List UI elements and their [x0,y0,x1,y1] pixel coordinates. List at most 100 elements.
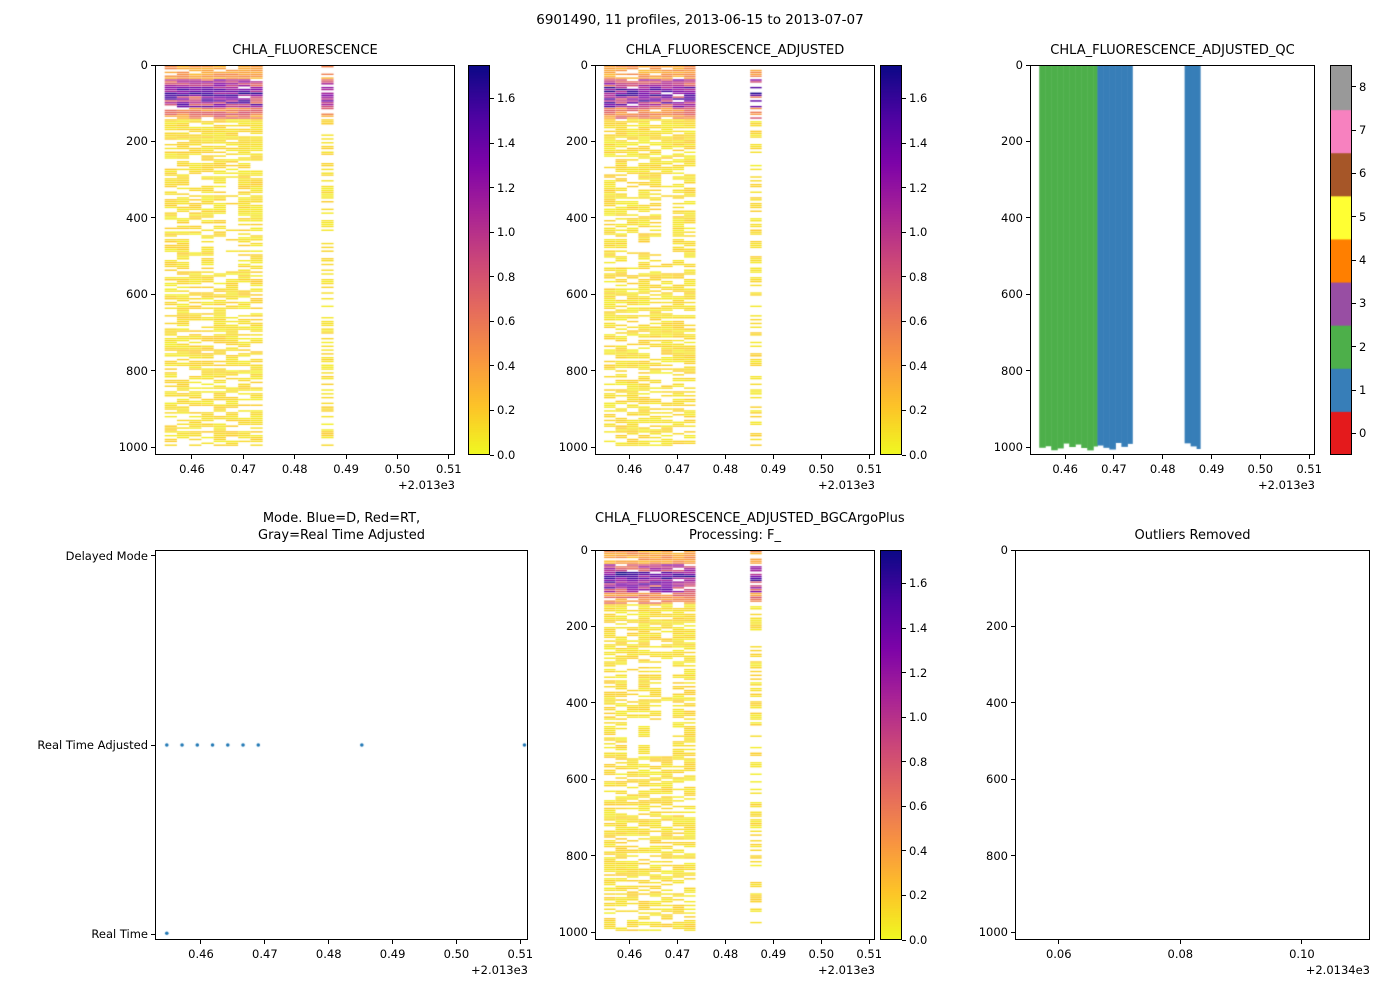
x-tick-label: 0.47 [664,462,691,476]
x-tick-mark [629,940,631,944]
chla-fluorescence-adjusted-colorbar-canvas [881,66,901,454]
x-tick-label: 0.49 [760,462,787,476]
x-tick-label: 0.50 [808,462,835,476]
x-tick-label: 0.06 [1045,947,1072,961]
x-tick-label: 0.46 [188,947,214,961]
y-tick-label: 600 [566,772,588,787]
y-tick-mark [1026,64,1030,66]
y-tick-mark [591,931,595,933]
colorbar-tick-mark [1352,216,1356,218]
y-tick-mark [1026,446,1030,448]
colorbar-tick-label: 0.6 [497,314,516,329]
panel-title-outliers-removed: Outliers Removed [1015,527,1370,544]
y-tick-label: 600 [126,287,148,302]
x-tick-label: 0.46 [1052,462,1078,476]
x-tick-label: 0.49 [333,462,359,476]
y-tick-mark [1011,931,1015,933]
x-tick-label: 0.51 [856,947,883,961]
colorbar-tick-label: 0.4 [909,358,928,373]
x-tick-label: 0.49 [1198,462,1225,476]
colorbar-tick-label: 0 [1359,426,1367,441]
chla-fluorescence-colorbar [468,65,490,455]
x-tick-label: 0.10 [1289,947,1315,961]
x-tick-mark [191,455,193,459]
colorbar-tick-label: 1.4 [909,621,928,635]
x-tick-mark [392,940,394,944]
y-tick-label: 200 [1001,134,1023,149]
x-tick-label: 0.48 [1149,462,1176,476]
y-tick-mark [151,370,155,372]
x-tick-mark [868,455,870,459]
figure-title: 6901490, 11 profiles, 2013-06-15 to 2013… [536,12,864,28]
x-tick-label: 0.48 [281,462,308,476]
y-tick-mark [1026,217,1030,219]
x-axis-offset-label: +2.013e3 [818,478,875,492]
qc-flags-canvas [1031,66,1314,454]
x-tick-label: 0.51 [1296,462,1322,476]
y-tick-label: 800 [126,363,148,378]
x-axis-offset-label: +2.013e3 [471,963,528,977]
x-tick-mark [200,940,202,944]
y-tick-label: 600 [566,287,588,302]
colorbar-tick-mark [490,142,494,144]
x-tick-mark [820,455,822,459]
colorbar-tick-mark [902,627,906,629]
y-tick-mark [591,549,595,551]
colorbar-tick-label: 0.2 [497,403,516,418]
y-tick-label: 400 [1001,210,1023,225]
colorbar-tick-mark [902,850,906,852]
y-tick-label: 1000 [978,925,1008,940]
y-tick-mark [1026,370,1030,372]
x-tick-label: 0.48 [315,947,342,961]
x-tick-mark [1259,455,1261,459]
colorbar-tick-mark [490,365,494,367]
x-tick-mark [1211,455,1213,459]
colorbar-tick-label: 0.8 [909,269,928,284]
x-tick-label: 0.51 [856,462,883,476]
panel-title-text: CHLA_FLUORESCENCE_ADJUSTED_QC [1050,43,1295,58]
colorbar-tick-label: 0.6 [909,799,928,814]
y-tick-label: 0 [140,58,148,72]
colorbar-tick-mark [490,187,494,189]
colorbar-tick-label: 0.4 [909,843,928,858]
x-tick-label: 0.51 [507,947,534,961]
colorbar-tick-mark [902,365,906,367]
colorbar-tick-mark [1352,302,1356,304]
y-tick-mark [1026,140,1030,142]
bgcargoplus-axes [595,550,875,940]
x-tick-mark [1058,940,1060,944]
y-tick-label: 0 [580,543,588,557]
x-axis-offset-label: +2.013e3 [1258,478,1315,492]
colorbar-tick-mark [1352,172,1356,174]
colorbar-tick-mark [902,142,906,144]
x-tick-label: 0.46 [616,462,643,476]
chla-fluorescence-axes [155,65,455,455]
y-tick-label: 800 [566,848,588,863]
y-tick-mark [1011,549,1015,551]
y-tick-mark [151,64,155,66]
colorbar-tick-mark [490,276,494,278]
x-tick-mark [868,940,870,944]
x-tick-label: 0.49 [760,947,787,961]
y-tick-mark [151,140,155,142]
y-tick-label: 200 [566,134,588,149]
x-tick-mark [1308,455,1310,459]
y-tick-label: 0 [1000,543,1008,557]
x-tick-mark [519,940,521,944]
colorbar-tick-mark [1352,86,1356,88]
x-tick-mark [676,455,678,459]
colorbar-tick-label: 3 [1359,296,1367,311]
colorbar-tick-mark [490,231,494,233]
colorbar-tick-mark [902,582,906,584]
colorbar-tick-label: 1.4 [497,136,516,150]
y-tick-mark [1026,293,1030,295]
x-tick-mark [242,455,244,459]
colorbar-tick-label: 0.6 [909,314,928,329]
y-tick-label: 200 [986,619,1008,634]
y-tick-label: 1000 [558,440,588,455]
x-tick-label: 0.49 [379,947,406,961]
colorbar-tick-mark [902,672,906,674]
panel-title-text: Outliers Removed [1134,528,1251,543]
panel-title-line: CHLA_FLUORESCENCE_ADJUSTED_BGCArgoPlus [595,511,905,526]
y-tick-label: 800 [986,848,1008,863]
